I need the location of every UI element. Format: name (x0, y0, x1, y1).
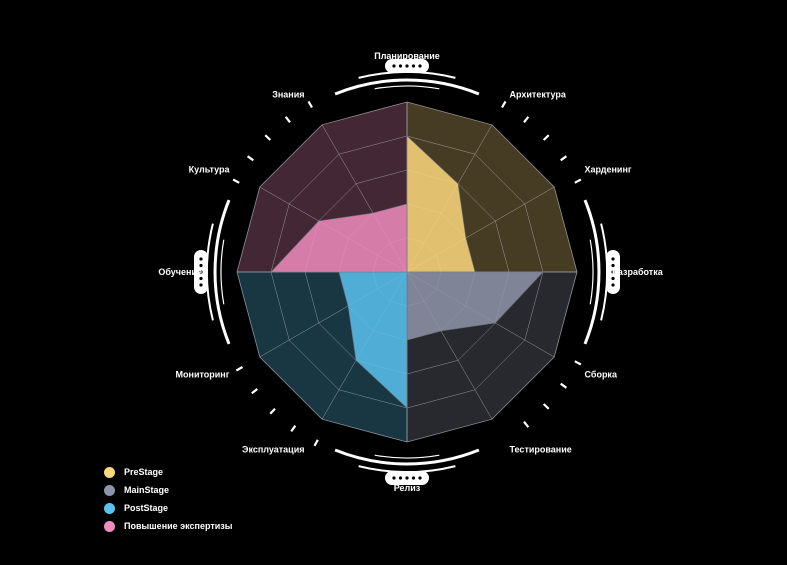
ring-tick-17 (284, 116, 291, 123)
axis-label-8: Мониторинг (176, 370, 230, 380)
axis-label-4: Сборка (585, 370, 618, 380)
ring-tick-10 (290, 425, 297, 433)
bracket-inner-3 (220, 239, 225, 305)
capsule-dot-3-4 (199, 283, 203, 287)
axis-label-10: Культура (189, 165, 231, 175)
axis-label-2: Харденинг (585, 165, 632, 175)
ring-tick-5 (574, 360, 582, 366)
axis-label-0: Планирование (374, 51, 440, 61)
capsule-dot-1-3 (611, 276, 615, 281)
ring-tick-4 (574, 178, 582, 184)
capsule-dot-2-1 (398, 476, 403, 480)
ring-tick-13 (235, 366, 244, 372)
ring-tick-0 (501, 100, 507, 109)
ring-tick-1 (523, 116, 530, 123)
capsule-dot-3-0 (199, 257, 203, 261)
ring-decorations (194, 59, 620, 485)
ring-tick-7 (542, 403, 550, 410)
bracket-outer-3 (213, 199, 231, 345)
ring-tick-14 (232, 178, 240, 184)
legend-swatch-1 (104, 484, 115, 496)
bracket-inner-2 (374, 454, 440, 459)
legend-label-2: PostStage (124, 503, 169, 513)
axis-label-6: Релиз (394, 483, 421, 493)
legend-swatch-2 (104, 502, 115, 514)
axis-label-3: Разработка (612, 267, 664, 277)
legend-label-3: Повышение экспертизы (124, 521, 233, 531)
axis-label-11: Знания (272, 90, 304, 100)
legend-item-0: PreStage (104, 463, 232, 481)
ring-tick-11 (269, 407, 276, 415)
ring-tick-18 (307, 100, 313, 109)
axis-label-1: Архитектура (510, 90, 567, 100)
capsule-dot-0-1 (398, 64, 403, 68)
capsule-dot-0-0 (392, 64, 396, 68)
capsule-dot-2-4 (418, 476, 422, 480)
legend-item-3: Повышение экспертизы (104, 517, 232, 535)
ring-tick-8 (523, 421, 530, 428)
capsule-dot-1-2 (611, 270, 615, 274)
capsule-dot-0-4 (418, 64, 422, 68)
series-areas (270, 135, 544, 409)
legend-swatch-0 (104, 466, 115, 478)
capsule-dot-1-4 (611, 283, 615, 287)
ring-tick-3 (560, 155, 568, 162)
ring-tick-16 (264, 134, 272, 141)
capsule-dot-3-2 (199, 270, 203, 274)
capsule-dot-1-1 (611, 263, 615, 268)
capsule-dot-2-0 (392, 476, 396, 480)
ring-tick-12 (251, 388, 258, 395)
capsule-dot-2-3 (411, 476, 416, 480)
ring-tick-9 (313, 439, 319, 447)
bracket-outer-2 (334, 448, 480, 466)
capsule-dot-3-3 (199, 276, 203, 281)
axis-label-9: Обучение (158, 267, 202, 277)
ring-tick-2 (542, 134, 550, 141)
axis-label-5: Тестирование (510, 445, 572, 455)
legend-item-1: MainStage (104, 481, 232, 499)
capsule-dot-0-3 (411, 64, 416, 68)
axis-label-7: Эксплуатация (242, 445, 304, 455)
bracket-outer-1 (583, 199, 601, 345)
axis-labels: Планирование Архитектура Харденинг Разработ… (158, 51, 663, 493)
capsule-dot-0-2 (405, 64, 409, 68)
legend: PreStage MainStage PostStage Повышение эксп… (104, 463, 232, 535)
bracket-inner-0 (374, 85, 440, 90)
legend-swatch-3 (104, 520, 115, 532)
ring-tick-15 (246, 155, 254, 162)
legend-item-2: PostStage (104, 499, 232, 517)
capsule-dot-3-1 (199, 263, 203, 268)
series-area-3 (270, 203, 408, 273)
capsule-dot-2-2 (405, 476, 409, 480)
ring-tick-6 (560, 382, 568, 389)
bracket-outer-0 (334, 78, 480, 96)
bracket-inner-1 (589, 239, 594, 305)
legend-label-1: MainStage (124, 485, 170, 495)
legend-label-0: PreStage (124, 467, 164, 477)
capsule-dot-1-0 (611, 257, 615, 261)
